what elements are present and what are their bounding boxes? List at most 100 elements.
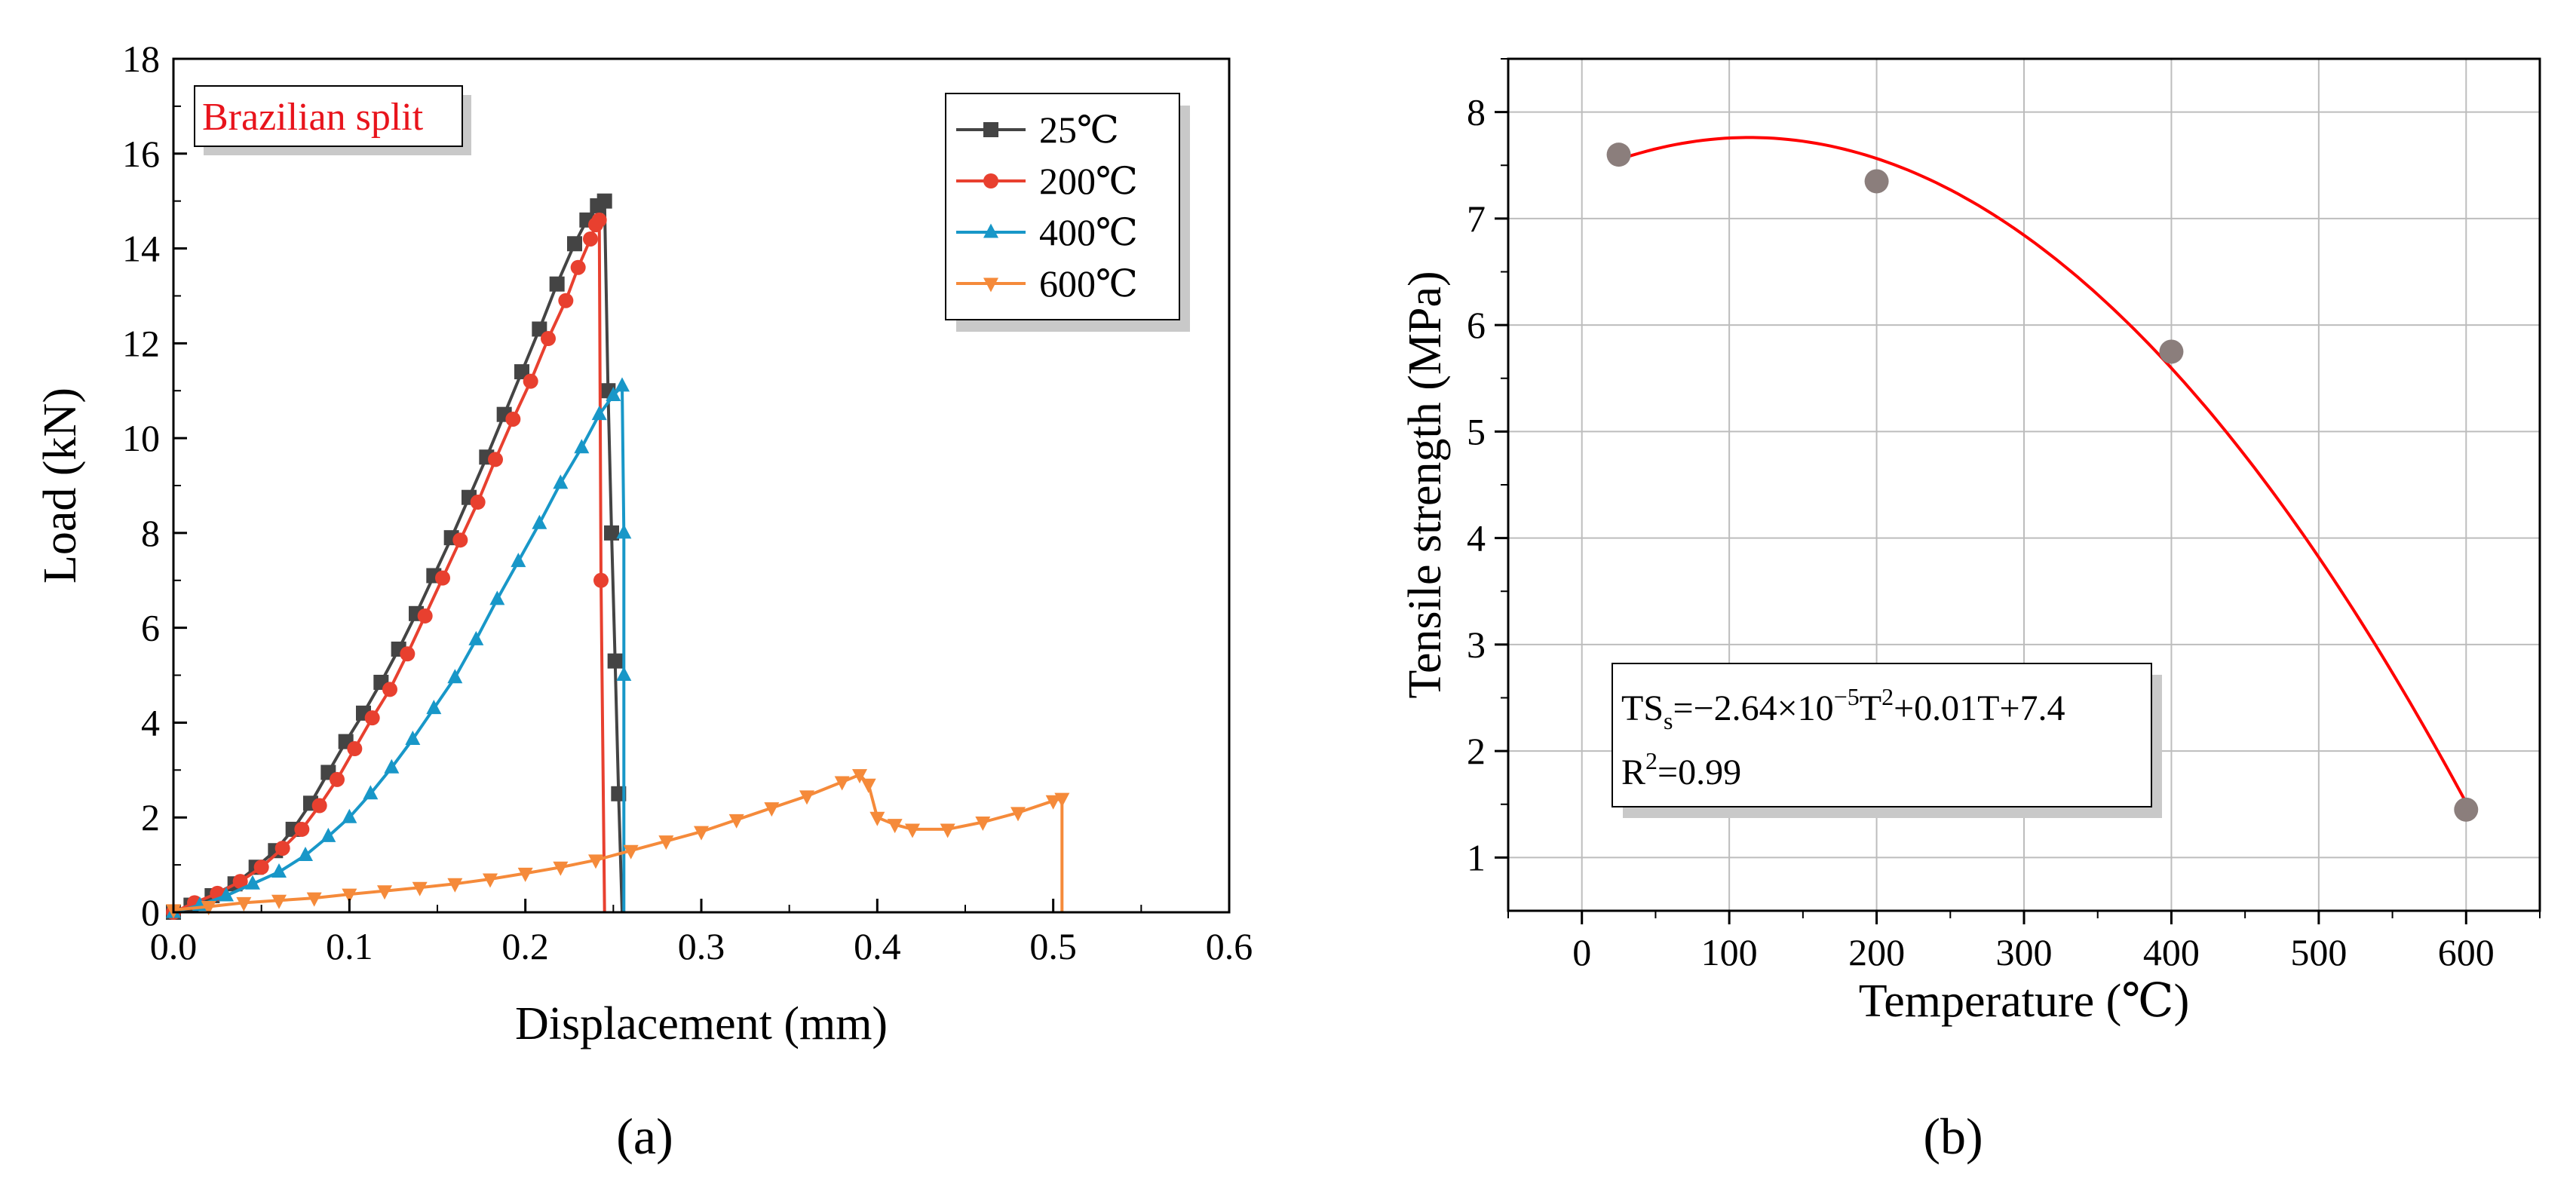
chart-a-annotation: Brazilian split	[194, 85, 471, 155]
chart-a-data-point	[468, 630, 484, 645]
chart-a-data-point	[549, 276, 565, 292]
chart-a-y-tick-label: 6	[141, 607, 160, 649]
chart-b-x-tick-label: 100	[1701, 931, 1758, 973]
chart-a: 0.0 0.1 0.2 0.3 0.4 0.5 0.6 0 2 4 6 8 10 12 14 16 18 Di…	[35, 38, 1253, 1050]
chart-a-x-tick-label: 0.5	[1029, 925, 1077, 967]
chart-a-data-point	[591, 406, 607, 421]
chart-a-data-point	[596, 193, 612, 209]
chart-a-data-point	[588, 854, 603, 869]
chart-a-y-tick-label: 16	[122, 133, 160, 175]
chart-a-data-point	[311, 798, 327, 814]
chart-b-x-tick-label: 600	[2438, 931, 2495, 973]
chart-a-data-point	[658, 835, 674, 850]
chart-b-points	[1606, 142, 2479, 822]
chart-a-y-tick-label: 14	[122, 228, 160, 270]
chart-a-legend-label: 25℃	[1039, 109, 1119, 151]
chart-b: 0 100 200 300 400 500 600 1 2 3 4 5 6 7 8 Temperature…	[1400, 57, 2541, 1027]
chart-a-data-point	[271, 894, 287, 909]
chart-a-data-point	[940, 823, 955, 838]
chart-a-legend-label: 400℃	[1039, 211, 1138, 253]
chart-a-y-tick-label: 18	[122, 38, 160, 80]
chart-a-x-tick-label: 0.0	[150, 925, 198, 967]
chart-a-data-point	[764, 802, 780, 817]
chart-a-data-point	[377, 885, 392, 900]
chart-a-data-point	[541, 331, 556, 347]
chart-a-data-point	[570, 259, 586, 275]
chart-a-data-point	[488, 452, 503, 467]
chart-a-data-point	[615, 377, 630, 392]
chart-a-data-point	[799, 790, 814, 805]
chart-a-data-point	[298, 847, 313, 862]
chart-a-data-point	[364, 710, 380, 726]
chart-a-data-point	[342, 888, 357, 903]
chart-a-data-point	[271, 863, 287, 878]
chart-a-data-point	[616, 524, 632, 539]
chart-a-series-line	[173, 218, 606, 914]
chart-a-data-point	[253, 860, 269, 875]
chart-a-legend-marker	[983, 173, 998, 188]
chart-a-data-point	[834, 776, 850, 791]
chart-a-data-point	[1054, 792, 1070, 807]
chart-a-data-point	[517, 867, 533, 882]
chart-b-equation-box: TSs=−2.64×10−5T2+0.01T+7.4 R2=0.99	[1612, 663, 2162, 818]
chart-a-data-point	[382, 682, 397, 697]
chart-a-data-point	[553, 861, 569, 876]
chart-a-data-point	[887, 819, 903, 834]
chart-b-x-tick-label: 0	[1572, 931, 1591, 973]
chart-a-y-tick-label: 4	[141, 701, 160, 743]
chart-a-data-point	[452, 532, 468, 548]
chart-a-data-point	[604, 525, 619, 541]
chart-b-x-tick-label: 400	[2143, 931, 2200, 973]
chart-a-data-point	[219, 887, 234, 902]
chart-a-data-point	[412, 881, 428, 896]
chart-a-data-point	[232, 874, 248, 890]
chart-b-x-axis: 0 100 200 300 400 500 600	[1507, 911, 2541, 973]
chart-a-data-point	[532, 514, 547, 529]
chart-a-y-axis-label: Load (kN)	[35, 388, 86, 584]
chart-a-data-point	[558, 293, 574, 308]
chart-a-data-point	[514, 364, 529, 380]
chart-a-data-point	[306, 892, 322, 907]
chart-a-data-point	[975, 817, 991, 832]
chart-a-data-point	[1010, 807, 1026, 822]
chart-a-annotation-text: Brazilian split	[202, 96, 424, 139]
chart-a-x-tick-label: 0.1	[326, 925, 373, 967]
chart-a-data-point	[342, 808, 357, 823]
chart-a-y-tick-label: 12	[122, 322, 160, 364]
chart-a-data-point	[483, 873, 498, 888]
chart-a-y-axis: 0 2 4 6 8 10 12 14 16 18	[122, 38, 187, 933]
chart-a-data-point	[405, 730, 421, 745]
chart-a-data-point	[869, 811, 885, 826]
chart-b-y-tick-label: 6	[1467, 304, 1486, 346]
chart-a-data-point	[860, 778, 876, 793]
chart-a-data-point	[489, 590, 505, 605]
chart-a-data-point	[694, 826, 709, 841]
chart-a-data-point	[236, 896, 252, 912]
chart-a-data-point	[728, 814, 744, 829]
panel-label-a: (a)	[616, 1108, 673, 1165]
panel-label-b: (b)	[1923, 1108, 1983, 1165]
chart-b-r-squared: R2=0.99	[1621, 747, 1741, 792]
chart-a-data-point	[435, 570, 450, 586]
chart-a-legend-label: 600℃	[1039, 262, 1138, 305]
chart-a-x-tick-label: 0.6	[1206, 925, 1253, 967]
chart-a-x-tick-label: 0.4	[854, 925, 901, 967]
chart-b-y-tick-label: 2	[1467, 730, 1486, 772]
chart-b-data-point	[1864, 169, 1889, 194]
chart-a-series-3	[166, 769, 1070, 919]
chart-b-y-tick-label: 7	[1467, 198, 1486, 240]
chart-a-data-point	[593, 572, 609, 588]
chart-b-data-point	[2159, 339, 2184, 364]
chart-a-data-point	[330, 771, 345, 787]
chart-a-legend-items: 25℃ 200℃ 400℃ 600℃	[956, 109, 1138, 305]
chart-a-data-point	[201, 900, 216, 915]
chart-a-data-point	[384, 758, 400, 774]
chart-a-data-point	[505, 411, 521, 427]
chart-b-y-tick-label: 4	[1467, 517, 1486, 559]
chart-a-data-point	[574, 439, 590, 454]
chart-a-data-point	[583, 231, 598, 247]
chart-a-data-point	[447, 669, 463, 684]
chart-a-y-tick-label: 10	[122, 417, 160, 459]
chart-a-legend-marker	[983, 223, 998, 238]
